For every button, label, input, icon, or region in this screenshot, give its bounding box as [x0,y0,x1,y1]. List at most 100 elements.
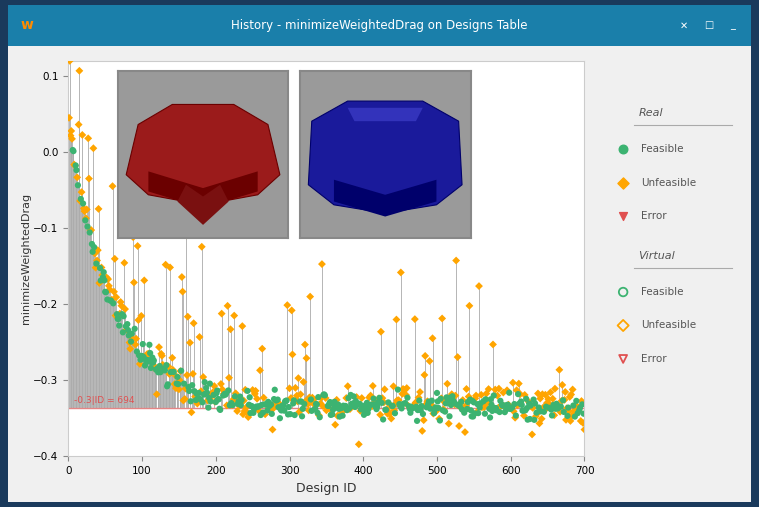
Point [64,57,76,65]
Point [342,382,354,390]
Point [524,402,537,410]
Point [214,406,226,414]
Point [204,397,216,406]
Point [105,297,117,305]
Point [271,402,283,410]
Point [262,398,274,406]
Point [348,392,360,401]
Point [524,415,536,423]
Point [487,340,499,348]
Point [411,406,424,414]
Point [187,370,199,378]
Point [462,398,474,406]
Point [90,260,102,268]
Point [455,399,467,407]
Point [118,259,131,267]
Point [312,393,324,401]
Point [276,407,288,415]
Point [71,166,83,174]
Point [562,404,575,412]
Point [67,146,79,154]
Point [317,391,329,399]
Point [182,383,194,391]
Point [159,261,172,269]
Point [313,411,325,419]
Point [178,396,190,405]
Point [201,388,213,396]
Point [351,401,364,409]
Point [509,414,521,422]
Point [507,379,519,387]
Point [414,406,427,414]
Point [469,394,481,403]
Point [565,390,578,399]
Point [438,398,450,406]
Point [384,410,396,418]
Point [461,405,474,413]
Point [537,404,550,412]
Point [617,178,629,187]
Point [163,370,175,378]
Point [124,345,137,353]
Point [300,397,312,405]
Point [350,397,362,405]
Point [101,296,113,304]
Point [391,396,403,405]
Point [96,264,108,272]
Point [156,360,168,369]
Point [128,324,140,333]
Point [260,401,272,409]
Point [488,391,500,400]
Point [492,404,504,412]
Point [345,400,357,408]
Point [250,403,263,411]
Point [506,404,518,412]
Point [96,271,109,279]
Point [155,350,167,358]
Point [128,278,140,286]
Point [213,405,225,413]
Point [146,353,159,361]
Point [575,417,587,425]
Polygon shape [308,101,462,213]
Point [134,356,146,364]
Point [376,394,389,402]
Point [354,407,367,415]
Point [290,396,302,405]
Point [341,406,353,414]
Point [323,400,335,408]
Point [253,402,265,410]
Point [157,366,169,374]
Point [254,407,266,415]
Point [463,302,475,310]
Point [89,249,101,258]
Point [209,398,222,406]
Point [200,390,212,398]
Point [419,352,431,360]
Point [121,325,133,334]
Point [240,404,252,412]
Point [459,428,471,436]
Point [385,401,397,409]
Point [356,394,368,402]
Point [260,400,272,408]
Point [274,414,286,422]
Point [127,233,139,241]
Point [94,264,106,272]
Point [301,397,313,406]
Point [339,404,351,412]
Point [333,405,345,413]
Point [433,415,446,423]
Point [332,412,344,420]
Point [361,399,373,407]
Point [162,380,174,388]
Point [527,404,539,412]
Point [574,404,586,412]
Point [160,361,172,369]
Point [417,416,430,424]
Point [156,352,168,360]
Point [91,257,103,265]
Point [178,395,191,403]
Point [540,403,552,411]
Point [82,134,94,142]
